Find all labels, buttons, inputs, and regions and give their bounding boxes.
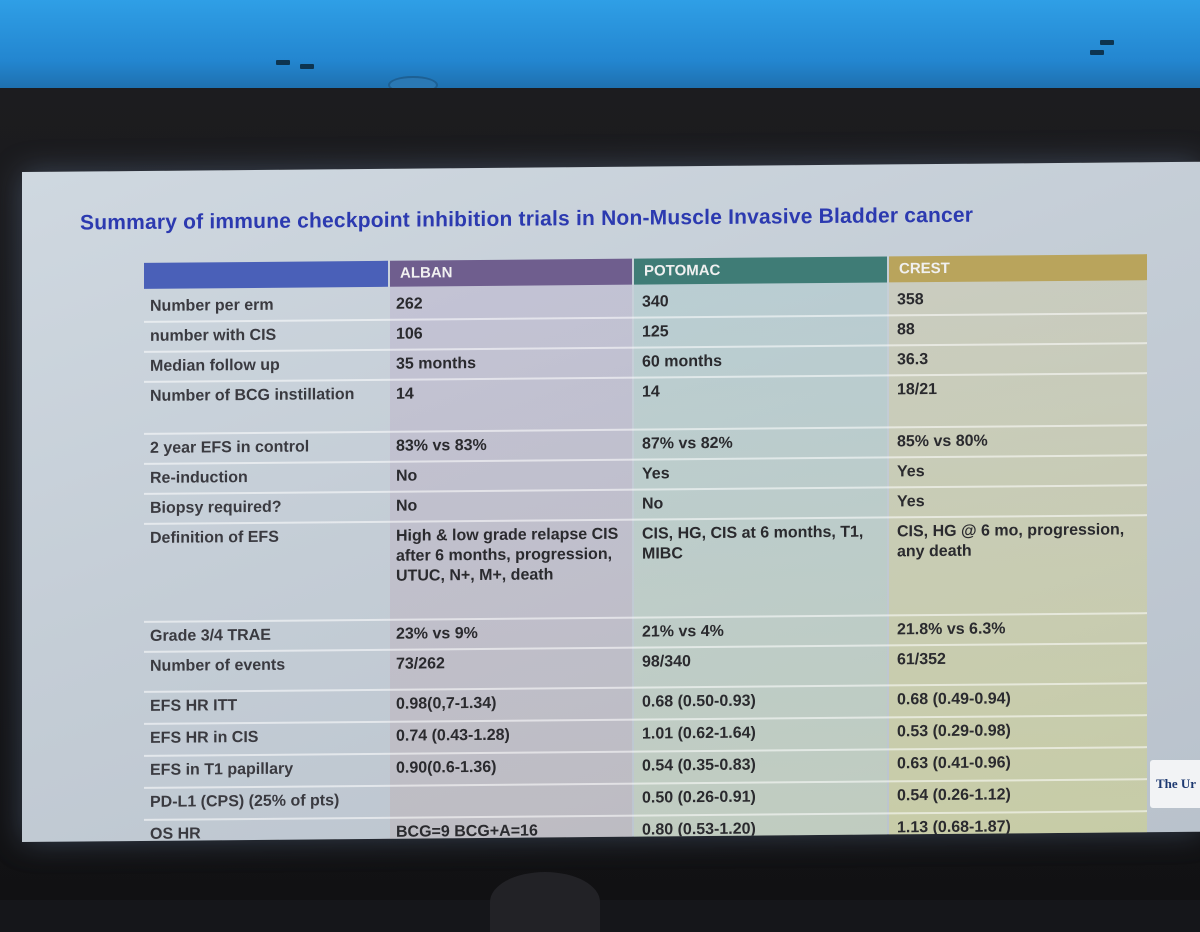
column-header-crest: CREST	[889, 254, 1147, 283]
row-label: number with CIS	[150, 326, 277, 345]
cell-crest: 0.63 (0.41-0.96)	[897, 754, 1011, 773]
row-label: EFS HR in CIS	[150, 728, 259, 747]
slide-title: Summary of immune checkpoint inhibition …	[80, 203, 974, 235]
cell-crest: Yes	[897, 493, 925, 511]
cell-alban: 14	[396, 385, 414, 403]
cell-potomac: CIS, HG, CIS at 6 months, T1, MIBC	[642, 523, 864, 563]
row-label: Biopsy required?	[150, 498, 282, 517]
cell-alban: 0.90(0.6-1.36)	[396, 758, 497, 777]
cell-crest: 61/352	[897, 650, 946, 669]
cell-crest: 0.54 (0.26-1.12)	[897, 786, 1011, 805]
cell-alban: No	[396, 497, 418, 515]
cell-potomac: 14	[642, 383, 660, 401]
row-label: Grade 3/4 TRAE	[150, 626, 271, 645]
cell-crest: CIS, HG @ 6 mo, progression, any death	[897, 521, 1125, 561]
cell-alban: 0.98(0,7-1.34)	[396, 694, 497, 713]
cell-crest: 36.3	[897, 351, 929, 369]
cell-alban: 0.74 (0.43-1.28)	[396, 726, 510, 745]
cell-crest: 88	[897, 321, 915, 339]
organization-logo: The Ur	[1150, 760, 1200, 808]
row-label: Number per erm	[150, 296, 274, 315]
row-label: Definition of EFS	[150, 528, 279, 547]
cell-potomac: No	[642, 495, 664, 513]
cell-crest: 0.53 (0.29-0.98)	[897, 722, 1011, 741]
row-label: Re-induction	[150, 469, 248, 487]
cell-alban: 106	[396, 325, 423, 343]
cell-potomac: 0.68 (0.50-0.93)	[642, 692, 756, 711]
cell-potomac: 1.01 (0.62-1.64)	[642, 724, 756, 743]
row-label: EFS HR ITT	[150, 697, 238, 715]
row-label: Number of events	[150, 656, 286, 675]
header-corner	[144, 260, 388, 289]
row-label: Median follow up	[150, 356, 280, 375]
row-label: EFS in T1 papillary	[150, 760, 294, 779]
row-label: OS HR	[150, 825, 201, 843]
logo-text: The Ur	[1156, 776, 1197, 791]
cell-potomac: 340	[642, 293, 669, 311]
cell-potomac: 21% vs 4%	[642, 622, 724, 641]
cell-crest: 0.68 (0.49-0.94)	[897, 690, 1011, 709]
row-label: Number of BCG instillation	[150, 386, 355, 405]
ceiling-light	[1090, 50, 1104, 55]
cell-alban: 73/262	[396, 655, 445, 673]
column-header-potomac: POTOMAC	[634, 256, 887, 285]
ceiling-light	[300, 64, 314, 69]
cell-alban: No	[396, 467, 418, 485]
cell-alban: 83% vs 83%	[396, 436, 487, 455]
cell-crest: 21.8% vs 6.3%	[897, 620, 1006, 639]
cell-crest: Yes	[897, 463, 925, 481]
cell-alban	[390, 783, 634, 817]
row-label: 2 year EFS in control	[150, 438, 310, 457]
projected-slide: Summary of immune checkpoint inhibition …	[22, 161, 1200, 843]
row-label: PD-L1 (CPS) (25% of pts)	[150, 792, 340, 811]
cell-crest: 358	[897, 291, 924, 309]
cell-crest: 18/21	[897, 381, 938, 399]
cell-alban: 35 months	[396, 355, 477, 373]
ceiling-light	[276, 60, 290, 65]
cell-potomac: 87% vs 82%	[642, 434, 733, 453]
cell-potomac: 60 months	[642, 352, 723, 371]
cell-potomac: 98/340	[642, 653, 691, 671]
cell-potomac: Yes	[642, 465, 670, 483]
cell-alban: High & low grade relapse CIS after 6 mon…	[396, 525, 619, 585]
cell-alban: 23% vs 9%	[396, 625, 478, 643]
cell-potomac: 0.50 (0.26-0.91)	[642, 788, 756, 807]
cell-potomac: 0.54 (0.35-0.83)	[642, 756, 756, 775]
audience-head-silhouette	[490, 872, 600, 932]
cell-potomac: 125	[642, 323, 669, 341]
cell-crest: 85% vs 80%	[897, 432, 988, 451]
ceiling-light	[1100, 40, 1114, 45]
cell-alban: 262	[396, 295, 423, 313]
column-header-alban: ALBAN	[390, 258, 632, 287]
table-row: Definition of EFS High & low grade relap…	[144, 514, 1147, 623]
